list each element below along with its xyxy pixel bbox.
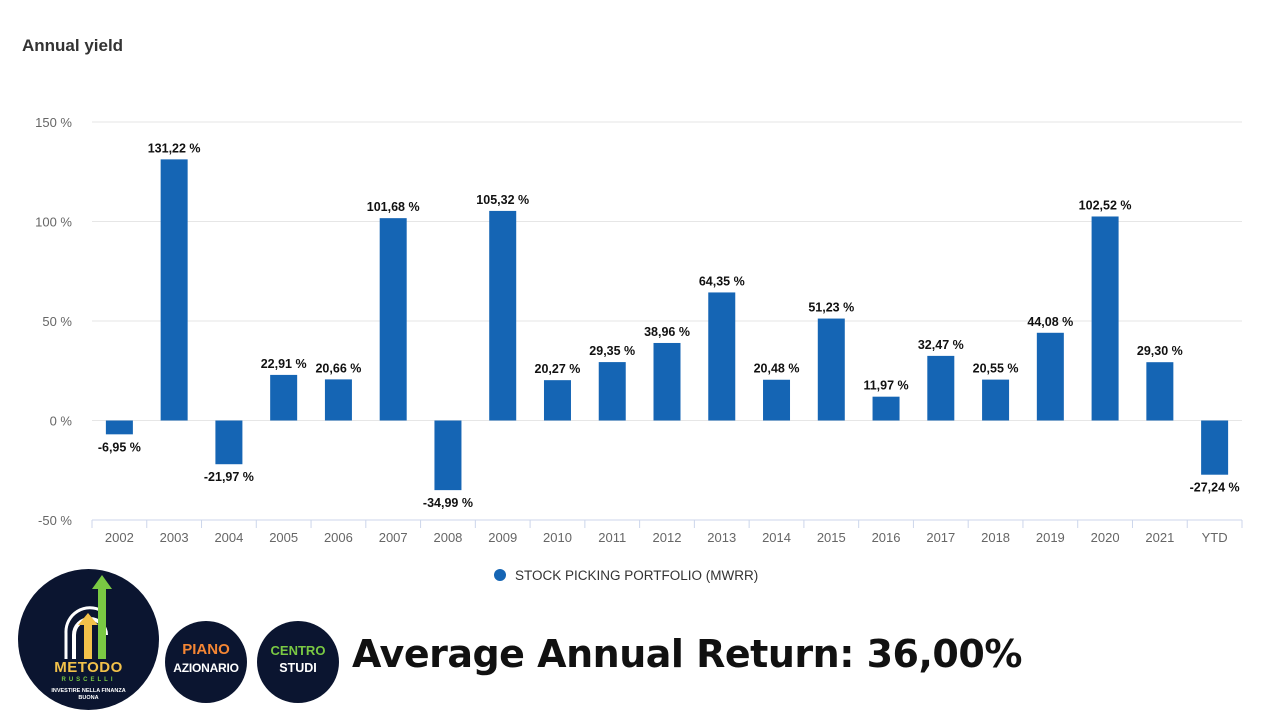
badge-piano-bottom: AZIONARIO bbox=[173, 661, 239, 675]
x-tick-label: 2015 bbox=[817, 530, 846, 545]
data-label: 20,66 % bbox=[315, 361, 361, 375]
data-label: 51,23 % bbox=[808, 301, 854, 315]
legend-label: STOCK PICKING PORTFOLIO (MWRR) bbox=[515, 568, 758, 583]
data-label: 22,91 % bbox=[261, 357, 307, 371]
bar bbox=[1091, 216, 1119, 421]
x-axis bbox=[91, 519, 1243, 528]
x-tick-label: 2003 bbox=[160, 530, 189, 545]
bar bbox=[763, 379, 791, 421]
y-tick-label: -50 % bbox=[38, 513, 72, 528]
data-label: -6,95 % bbox=[98, 440, 141, 454]
x-tick-label: 2006 bbox=[324, 530, 353, 545]
bar bbox=[927, 355, 955, 421]
piano-azionario-badge: PIANO AZIONARIO bbox=[165, 621, 247, 703]
bar bbox=[982, 379, 1010, 421]
x-tick-label: 2004 bbox=[214, 530, 243, 545]
data-label: 131,22 % bbox=[148, 141, 201, 155]
badge-piano-top: PIANO bbox=[182, 641, 230, 658]
chart-title: Annual yield bbox=[22, 36, 124, 55]
badge-centro-top: CENTRO bbox=[270, 643, 326, 658]
x-tick-label: 2002 bbox=[105, 530, 134, 545]
x-tick-label: 2011 bbox=[598, 530, 626, 545]
bar bbox=[324, 379, 352, 421]
bar bbox=[379, 218, 407, 421]
data-label: 102,52 % bbox=[1079, 198, 1132, 212]
bar bbox=[543, 380, 571, 421]
legend-marker bbox=[494, 569, 506, 581]
logo-main-text: METODO bbox=[54, 659, 123, 676]
metodo-ruscelli-logo: METODO RUSCELLI INVESTIRE NELLA FINANZA … bbox=[18, 569, 159, 710]
x-tick-label: YTD bbox=[1202, 530, 1228, 545]
data-labels: -6,95 % 131,22 % -21,97 % 22,91 % 20,66 % 101… bbox=[98, 141, 1240, 510]
x-tick-label: 2009 bbox=[488, 530, 517, 545]
logo-tagline: INVESTIRE NELLA FINANZA BUONA bbox=[51, 688, 126, 701]
badge-centro-bottom: STUDI bbox=[279, 661, 317, 675]
x-tick-label: 2007 bbox=[379, 530, 408, 545]
data-label: 29,30 % bbox=[1137, 344, 1183, 358]
bar bbox=[105, 420, 133, 435]
data-label: 29,35 % bbox=[589, 344, 635, 358]
x-tick-label: 2020 bbox=[1091, 530, 1120, 545]
y-tick-label: 50 % bbox=[42, 314, 72, 329]
bar bbox=[872, 396, 900, 421]
bar bbox=[160, 159, 188, 421]
x-tick-label: 2019 bbox=[1036, 530, 1065, 545]
y-tick-label: 100 % bbox=[35, 215, 72, 230]
bar bbox=[215, 420, 243, 465]
logo-sub-text: RUSCELLI bbox=[61, 677, 116, 683]
bars bbox=[105, 159, 1229, 491]
data-label: -27,24 % bbox=[1190, 481, 1240, 495]
bar bbox=[708, 292, 736, 421]
legend: STOCK PICKING PORTFOLIO (MWRR) bbox=[494, 568, 758, 583]
x-tick-label: 2021 bbox=[1145, 530, 1174, 545]
x-tick-label: 2014 bbox=[762, 530, 791, 545]
y-tick-label: 150 % bbox=[35, 115, 72, 130]
bar bbox=[1201, 420, 1229, 475]
data-label: 20,27 % bbox=[535, 362, 581, 376]
growth-arrow-icon bbox=[64, 575, 112, 659]
centro-studi-badge: CENTRO STUDI bbox=[257, 621, 339, 703]
x-tick-label: 2017 bbox=[926, 530, 955, 545]
data-label: 20,55 % bbox=[973, 362, 1019, 376]
x-tick-label: 2005 bbox=[269, 530, 298, 545]
x-tick-label: 2018 bbox=[981, 530, 1010, 545]
bar bbox=[817, 318, 845, 421]
data-label: 11,97 % bbox=[863, 379, 908, 393]
data-label: 44,08 % bbox=[1027, 315, 1073, 329]
bar bbox=[598, 362, 626, 421]
x-tick-label: 2016 bbox=[872, 530, 901, 545]
bar bbox=[653, 342, 681, 421]
x-tick-label: 2012 bbox=[653, 530, 682, 545]
bar bbox=[270, 374, 298, 421]
y-axis-ticks: 150 % 100 % 50 % 0 % -50 % bbox=[35, 115, 72, 528]
data-label: 32,47 % bbox=[918, 338, 964, 352]
bar bbox=[1036, 332, 1064, 421]
data-label: -34,99 % bbox=[423, 496, 473, 510]
x-tick-label: 2010 bbox=[543, 530, 572, 545]
x-axis-ticks: 2002 2003 2004 2005 2006 2007 2008 2009 2010 2011… bbox=[105, 530, 1228, 545]
data-label: 64,35 % bbox=[699, 274, 745, 288]
x-tick-label: 2008 bbox=[433, 530, 462, 545]
data-label: 20,48 % bbox=[754, 362, 800, 376]
average-annual-return: Average Annual Return: 36,00% bbox=[352, 632, 1022, 676]
data-label: 105,32 % bbox=[476, 193, 529, 207]
bar bbox=[1146, 362, 1174, 421]
bar-chart: 150 % 100 % 50 % 0 % -50 % -6,95 % 131,22 % -2… bbox=[35, 115, 1243, 583]
y-tick-label: 0 % bbox=[50, 414, 73, 429]
data-label: -21,97 % bbox=[204, 470, 254, 484]
data-label: 101,68 % bbox=[367, 200, 420, 214]
bar bbox=[434, 420, 462, 491]
bar bbox=[489, 210, 517, 421]
data-label: 38,96 % bbox=[644, 325, 690, 339]
x-tick-label: 2013 bbox=[707, 530, 736, 545]
